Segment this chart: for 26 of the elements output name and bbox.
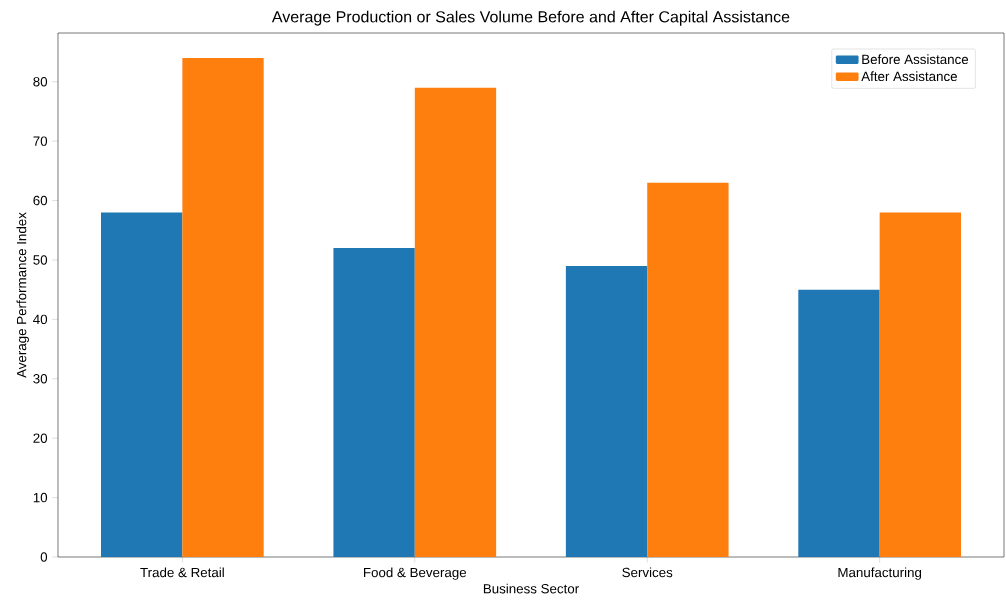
x-tick-label: Manufacturing xyxy=(838,567,922,580)
bar xyxy=(879,212,962,557)
y-tick-label: 40 xyxy=(33,314,48,325)
bar xyxy=(101,212,183,557)
bar xyxy=(182,57,264,557)
y-tick-label: 60 xyxy=(33,195,48,206)
y-tick-label: 50 xyxy=(33,255,48,265)
y-tick-label: 20 xyxy=(33,433,48,443)
x-axis-title: Business Sector xyxy=(483,583,579,594)
legend-label: Before Assistance xyxy=(862,54,969,65)
x-tick-label: Services xyxy=(622,567,673,578)
y-tick-label: 10 xyxy=(33,492,48,503)
bar xyxy=(647,182,729,557)
legend-label: After Assistance xyxy=(861,71,957,82)
x-tick-label: Food & Beverage xyxy=(363,567,467,580)
bar xyxy=(414,87,497,557)
y-tick-label: 30 xyxy=(33,374,48,384)
bar xyxy=(798,289,880,557)
bar xyxy=(333,248,415,557)
chart-title: Average Production or Sales Volume Before and After Capital Assistance xyxy=(271,10,790,26)
x-tick-label: Trade & Retail xyxy=(140,567,224,578)
bar xyxy=(565,265,648,557)
y-tick-label: 0 xyxy=(40,552,48,562)
y-tick-label: 80 xyxy=(33,77,48,87)
y-tick-label: 70 xyxy=(33,136,48,146)
y-axis-title: Average Performance Index xyxy=(16,212,29,378)
